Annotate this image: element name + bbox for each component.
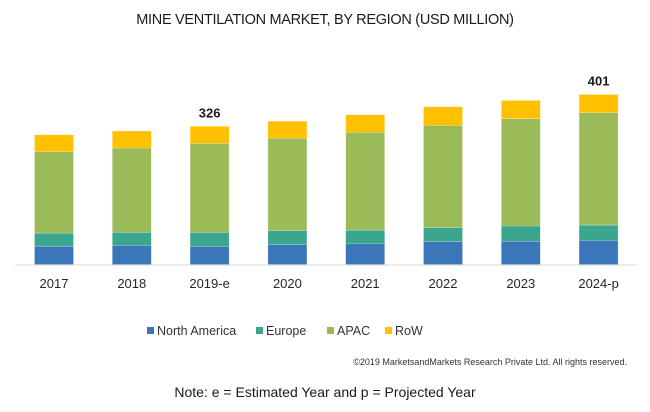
bar-row-2019-e — [189, 126, 230, 144]
bar-stack-2017 — [34, 134, 74, 265]
bar-north-america-2018 — [112, 245, 152, 265]
bar-row-2021 — [345, 114, 386, 133]
bar-stack-2022 — [423, 106, 463, 265]
legend-swatch-europe — [256, 327, 263, 334]
legend-item-europe: Europe — [256, 324, 306, 338]
bar-europe-2022 — [423, 227, 463, 242]
bar-europe-2019-e — [189, 232, 230, 247]
legend-item-row: RoW — [385, 324, 423, 338]
x-tick-label: 2017 — [40, 276, 69, 291]
bar-north-america-2023 — [500, 240, 541, 265]
bar-row-2018 — [112, 130, 152, 149]
x-tick-label: 2022 — [429, 276, 458, 291]
bar-apac-2019-e — [189, 143, 230, 233]
data-labels: 326 401 — [199, 74, 610, 121]
data-label-2019-e: 326 — [199, 105, 221, 120]
legend-label-north-america: North America — [157, 324, 236, 338]
legend-label-apac: APAC — [337, 324, 370, 338]
bar-europe-2024-p — [578, 224, 619, 241]
bar-north-america-2024-p — [578, 240, 619, 265]
bar-row-2024-p — [578, 94, 619, 114]
bar-stack-2020 — [267, 120, 308, 265]
bar-stack-2023 — [500, 100, 541, 265]
bar-apac-2017 — [34, 151, 74, 234]
bar-stack-2021 — [345, 114, 386, 265]
legend-label-europe: Europe — [266, 324, 306, 338]
x-tick-label: 2024-p — [578, 276, 618, 291]
legend: North America Europe APAC RoW — [147, 324, 423, 338]
bar-apac-2020 — [267, 137, 308, 231]
bar-europe-2021 — [345, 229, 386, 245]
bar-apac-2021 — [345, 131, 386, 231]
legend-swatch-apac — [327, 327, 334, 334]
bar-north-america-2021 — [345, 243, 386, 265]
legend-item-north-america: North America — [147, 324, 236, 338]
bar-north-america-2019-e — [189, 246, 230, 265]
legend-item-apac: APAC — [327, 324, 370, 338]
legend-label-row: RoW — [395, 324, 423, 338]
x-tick-label: 2020 — [273, 276, 302, 291]
bar-north-america-2020 — [267, 244, 308, 265]
bar-apac-2022 — [423, 125, 463, 228]
chart-title: MINE VENTILATION MARKET, BY REGION (USD … — [136, 12, 513, 28]
data-label-2024-p: 401 — [588, 74, 610, 89]
bar-row-2022 — [423, 106, 463, 126]
bar-north-america-2017 — [34, 246, 74, 265]
bar-stack-2019-e — [189, 126, 230, 265]
note-text: Note: e = Estimated Year and p = Project… — [174, 384, 476, 400]
bar-apac-2023 — [500, 118, 541, 227]
bar-europe-2017 — [34, 232, 74, 247]
copyright-text: ©2019 MarketsandMarkets Research Private… — [353, 357, 627, 367]
bar-north-america-2022 — [423, 241, 463, 265]
bar-europe-2018 — [112, 232, 152, 246]
x-tick-label: 2023 — [506, 276, 535, 291]
bar-europe-2020 — [267, 230, 308, 245]
bar-stack-2018 — [112, 130, 152, 265]
bar-apac-2024-p — [578, 112, 619, 226]
x-tick-label: 2018 — [117, 276, 146, 291]
legend-swatch-north-america — [147, 327, 154, 334]
bars-group — [34, 94, 619, 265]
x-tick-labels: 2017 2018 2019-e 2020 2021 2022 2023 2024-p — [40, 276, 619, 291]
bar-row-2020 — [267, 120, 308, 139]
bar-row-2017 — [34, 134, 74, 153]
legend-swatch-row — [385, 327, 392, 334]
bar-europe-2023 — [500, 225, 541, 242]
x-tick-label: 2021 — [351, 276, 380, 291]
bar-row-2023 — [500, 100, 541, 119]
x-tick-label: 2019-e — [189, 276, 229, 291]
bar-apac-2018 — [112, 147, 152, 233]
bar-stack-2024-p — [578, 94, 619, 265]
